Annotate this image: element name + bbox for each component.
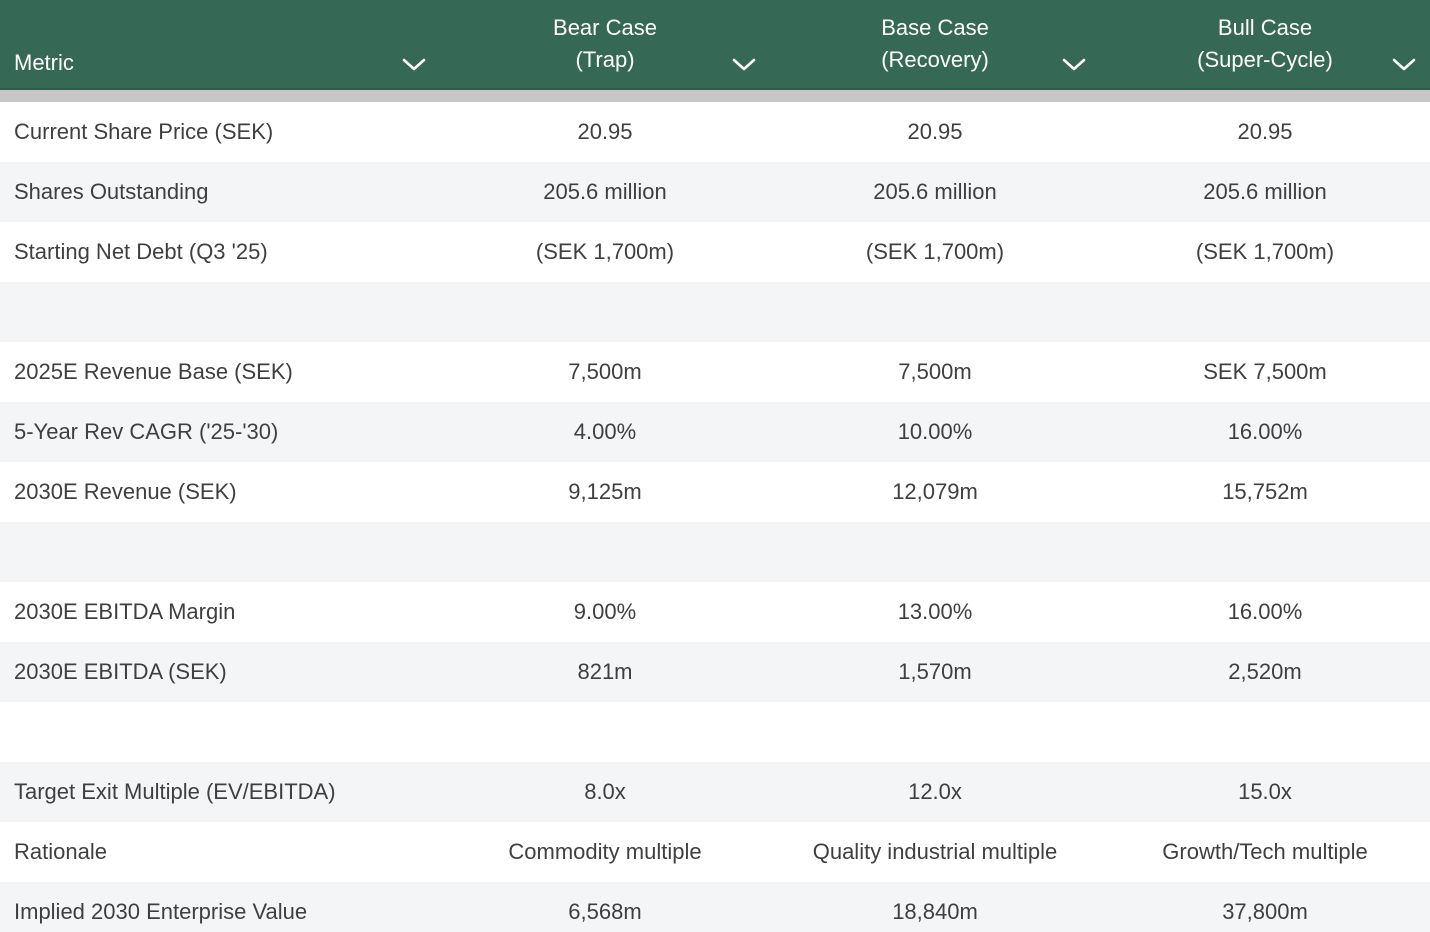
metric-cell: 2025E Revenue Base (SEK) <box>14 359 293 384</box>
bull-case-value-cell: (SEK 1,700m) <box>1195 239 1335 264</box>
bull-case-value-cell: 16.00% <box>1227 419 1303 444</box>
base-case-value-cell: 20.95 <box>907 119 963 144</box>
table-row: Current Share Price (SEK) 20.95 20.95 20… <box>0 102 1430 162</box>
table-row: Target Exit Multiple (EV/EBITDA) 8.0x 12… <box>0 762 1430 822</box>
base-case-value-cell: 12,079m <box>892 479 978 504</box>
metric-cell: 2030E Revenue (SEK) <box>14 479 237 504</box>
column-header-label: Base Case (Recovery) <box>770 12 1100 76</box>
base-case-value-cell: (SEK 1,700m) <box>865 239 1005 264</box>
column-header-line2: (Super-Cycle) <box>1197 47 1333 73</box>
bear-case-value-cell: 20.95 <box>577 119 633 144</box>
bull-case-value-cell: 37,800m <box>1222 899 1308 924</box>
table-row: 2030E Revenue (SEK) 9,125m 12,079m 15,75… <box>0 462 1430 522</box>
bull-case-value-cell: 20.95 <box>1237 119 1293 144</box>
table-header: Metric Bear Case (Trap) Base Case (Recover… <box>0 0 1430 90</box>
bull-case-value-cell: 2,520m <box>1228 659 1302 684</box>
metric-cell: Implied 2030 Enterprise Value <box>14 899 308 924</box>
table-row: 2025E Revenue Base (SEK) 7,500m 7,500m S… <box>0 342 1430 402</box>
column-header-bear-case[interactable]: Bear Case (Trap) <box>440 0 770 88</box>
bear-case-value-cell: 9,125m <box>568 479 642 504</box>
bear-case-value-cell: Commodity multiple <box>508 839 702 864</box>
metric-cell: Target Exit Multiple (EV/EBITDA) <box>14 779 336 804</box>
column-header-bull-case[interactable]: Bull Case (Super-Cycle) <box>1100 0 1430 88</box>
column-header-label: Metric <box>14 49 74 75</box>
metric-cell: 5-Year Rev CAGR ('25-'30) <box>14 419 279 444</box>
chevron-down-icon[interactable] <box>732 58 756 71</box>
base-case-value-cell: 18,840m <box>892 899 978 924</box>
bear-case-value-cell: 821m <box>577 659 633 684</box>
table-row <box>0 702 1430 762</box>
metric-cell: Rationale <box>14 839 107 864</box>
bull-case-value-cell: Growth/Tech multiple <box>1162 839 1368 864</box>
column-header-line1: Bear Case <box>553 15 657 41</box>
bull-case-value-cell: 15,752m <box>1222 479 1308 504</box>
column-header-label: Bull Case (Super-Cycle) <box>1100 12 1430 76</box>
metric-cell: Shares Outstanding <box>14 179 209 204</box>
column-header-line1: Base Case <box>881 15 989 41</box>
table-row <box>0 522 1430 582</box>
table-body: Current Share Price (SEK) 20.95 20.95 20… <box>0 102 1430 932</box>
bear-case-value-cell: 7,500m <box>568 359 642 384</box>
bear-case-value-cell: 9.00% <box>573 599 637 624</box>
column-header-line1: Bull Case <box>1217 15 1313 41</box>
metric-cell: Starting Net Debt (Q3 '25) <box>14 239 268 264</box>
base-case-value-cell: 205.6 million <box>873 179 997 204</box>
bull-case-value-cell: 15.0x <box>1238 779 1292 804</box>
bear-case-value-cell: 4.00% <box>573 419 637 444</box>
table-row: 2030E EBITDA Margin 9.00% 13.00% 16.00% <box>0 582 1430 642</box>
bear-case-value-cell: 205.6 million <box>543 179 667 204</box>
chevron-down-icon[interactable] <box>402 58 426 71</box>
bear-case-value-cell: (SEK 1,700m) <box>535 239 675 264</box>
table-row: Shares Outstanding 205.6 million 205.6 m… <box>0 162 1430 222</box>
bull-case-value-cell: 16.00% <box>1227 599 1303 624</box>
base-case-value-cell: 13.00% <box>897 599 973 624</box>
table-row: Implied 2030 Enterprise Value 6,568m 18,… <box>0 882 1430 932</box>
base-case-value-cell: 1,570m <box>898 659 972 684</box>
bull-case-value-cell: 205.6 million <box>1203 179 1327 204</box>
column-header-label: Bear Case (Trap) <box>440 12 770 76</box>
chevron-down-icon[interactable] <box>1062 58 1086 71</box>
column-header-line2: (Recovery) <box>881 47 989 73</box>
metric-cell: 2030E EBITDA (SEK) <box>14 659 227 684</box>
bear-case-value-cell: 6,568m <box>568 899 642 924</box>
column-header-base-case[interactable]: Base Case (Recovery) <box>770 0 1100 88</box>
bull-case-value-cell: SEK 7,500m <box>1203 359 1327 384</box>
column-header-line2: (Trap) <box>575 47 635 73</box>
metric-cell: 2030E EBITDA Margin <box>14 599 236 624</box>
table-row: 2030E EBITDA (SEK) 821m 1,570m 2,520m <box>0 642 1430 702</box>
base-case-value-cell: 10.00% <box>897 419 973 444</box>
bear-case-value-cell: 8.0x <box>584 779 626 804</box>
metric-cell: Current Share Price (SEK) <box>14 119 274 144</box>
chevron-down-icon[interactable] <box>1392 58 1416 71</box>
table-row <box>0 282 1430 342</box>
header-divider <box>0 90 1430 102</box>
table-row: Rationale Commodity multiple Quality ind… <box>0 822 1430 882</box>
base-case-value-cell: 7,500m <box>898 359 972 384</box>
base-case-value-cell: 12.0x <box>908 779 962 804</box>
base-case-value-cell: Quality industrial multiple <box>812 839 1058 864</box>
column-header-metric[interactable]: Metric <box>0 0 440 88</box>
table-row: Starting Net Debt (Q3 '25) (SEK 1,700m) … <box>0 222 1430 282</box>
table-row: 5-Year Rev CAGR ('25-'30) 4.00% 10.00% 1… <box>0 402 1430 462</box>
